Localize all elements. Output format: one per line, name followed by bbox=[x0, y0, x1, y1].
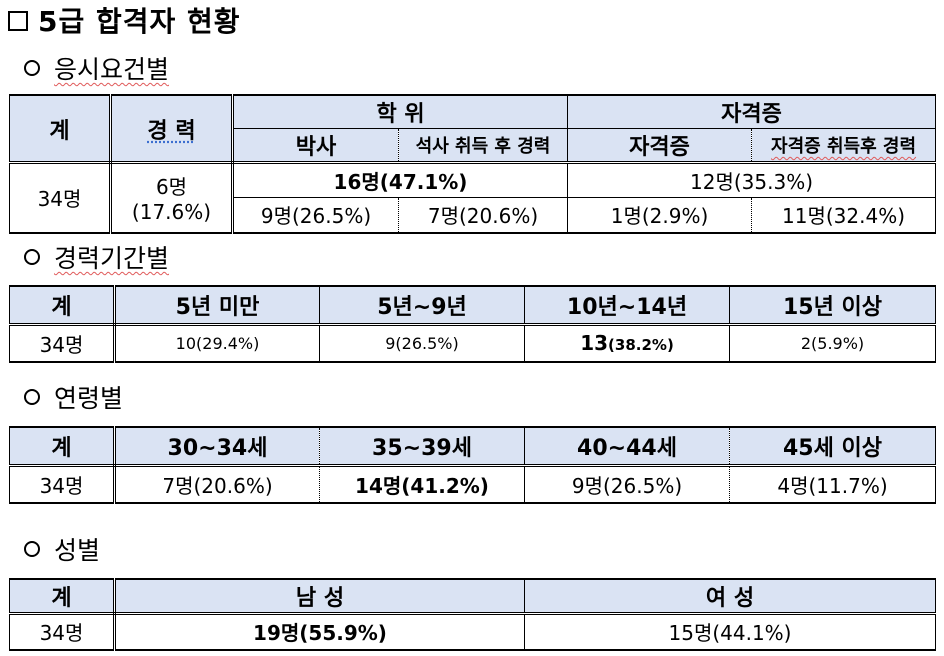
cell-45-plus: 4명(11.7%) bbox=[729, 464, 936, 504]
section-title-text: 응시요건별 bbox=[54, 55, 170, 84]
header-female: 여 성 bbox=[524, 578, 936, 615]
cell-under-5: 10(29.4%) bbox=[114, 323, 320, 363]
section-title-requirements: 응시요건별 bbox=[24, 52, 169, 84]
header-10-14: 10년~14년 bbox=[524, 285, 730, 326]
cell-male: 19명(55.9%) bbox=[114, 613, 525, 651]
cell-30-34: 7명(20.6%) bbox=[114, 464, 320, 504]
cell-career: 6명 (17.6%) bbox=[110, 162, 234, 234]
circle-bullet-icon bbox=[24, 249, 40, 265]
cell-license: 1명(2.9%) bbox=[567, 197, 753, 234]
career-period-table: 계 5년 미만 5년~9년 10년~14년 15년 이상 34명 10(29.4… bbox=[9, 285, 936, 363]
gender-table: 계 남 성 여 성 34명 19명(55.9%) 15명(44.1%) bbox=[9, 578, 936, 651]
cell-15-plus: 2(5.9%) bbox=[729, 323, 936, 363]
header-40-44: 40~44세 bbox=[524, 426, 730, 467]
header-total: 계 bbox=[9, 426, 116, 467]
header-license-after: 자격증 취득후 경력 bbox=[751, 128, 937, 164]
age-table: 계 30~34세 35~39세 40~44세 45세 이상 34명 7명(20.… bbox=[9, 426, 936, 504]
cell-phd: 9명(26.5%) bbox=[232, 197, 399, 234]
header-total: 계 bbox=[9, 94, 112, 164]
cell-career-pct: (17.6%) bbox=[131, 200, 212, 225]
section-title-text: 연령별 bbox=[54, 384, 124, 413]
header-career: 경 력 bbox=[110, 94, 234, 164]
section-title-career-period: 경력기간별 bbox=[24, 241, 169, 273]
header-total: 계 bbox=[9, 285, 116, 326]
checkbox-square-icon bbox=[8, 11, 28, 31]
header-male: 남 성 bbox=[114, 578, 525, 615]
cell-10-14-pct: (38.2%) bbox=[608, 336, 674, 355]
header-license-after-text: 자격증 취득후 경력 bbox=[771, 136, 917, 157]
header-license: 자격증 bbox=[567, 94, 937, 129]
cell-40-44: 9명(26.5%) bbox=[524, 464, 730, 504]
cell-career-count: 6명 bbox=[155, 175, 188, 200]
cell-license-after: 11명(32.4%) bbox=[751, 197, 937, 234]
header-30-34: 30~34세 bbox=[114, 426, 320, 467]
cell-total: 34명 bbox=[9, 323, 116, 363]
section-title-text: 성별 bbox=[54, 536, 101, 565]
header-degree: 학 위 bbox=[231, 94, 569, 129]
cell-total: 34명 bbox=[9, 464, 116, 504]
header-5-9: 5년~9년 bbox=[319, 285, 525, 326]
circle-bullet-icon bbox=[24, 389, 40, 405]
header-45-plus: 45세 이상 bbox=[729, 426, 936, 467]
circle-bullet-icon bbox=[24, 60, 40, 76]
cell-total: 34명 bbox=[9, 162, 112, 234]
section-title-gender: 성별 bbox=[24, 533, 100, 565]
circle-bullet-icon bbox=[24, 541, 40, 557]
header-15-plus: 15년 이상 bbox=[729, 285, 936, 326]
cell-degree-total: 16명(47.1%) bbox=[231, 162, 569, 198]
cell-total: 34명 bbox=[9, 613, 116, 651]
header-35-39: 35~39세 bbox=[319, 426, 525, 467]
cell-10-14: 13(38.2%) bbox=[524, 323, 730, 363]
header-total: 계 bbox=[9, 578, 116, 615]
requirements-table: 계 경 력 학 위 자격증 박사 석사 취득 후 경력 자격증 자격증 취득후 … bbox=[9, 94, 937, 234]
cell-license-total: 12명(35.3%) bbox=[567, 162, 937, 198]
section-title-text: 경력기간별 bbox=[54, 244, 170, 273]
cell-masters: 7명(20.6%) bbox=[397, 197, 569, 234]
cell-35-39: 14명(41.2%) bbox=[319, 464, 525, 504]
page-title: 5급 합격자 현황 bbox=[8, 2, 241, 38]
header-license-sub: 자격증 bbox=[567, 128, 753, 164]
cell-10-14-num: 13 bbox=[580, 331, 609, 356]
section-title-age: 연령별 bbox=[24, 381, 123, 413]
header-under-5: 5년 미만 bbox=[114, 285, 320, 326]
cell-5-9: 9(26.5%) bbox=[319, 323, 525, 363]
header-career-text: 경 력 bbox=[147, 118, 196, 144]
page-title-text: 5급 합격자 현황 bbox=[38, 5, 241, 38]
header-phd: 박사 bbox=[232, 128, 399, 164]
cell-female: 15명(44.1%) bbox=[524, 613, 936, 651]
header-masters: 석사 취득 후 경력 bbox=[397, 128, 569, 164]
